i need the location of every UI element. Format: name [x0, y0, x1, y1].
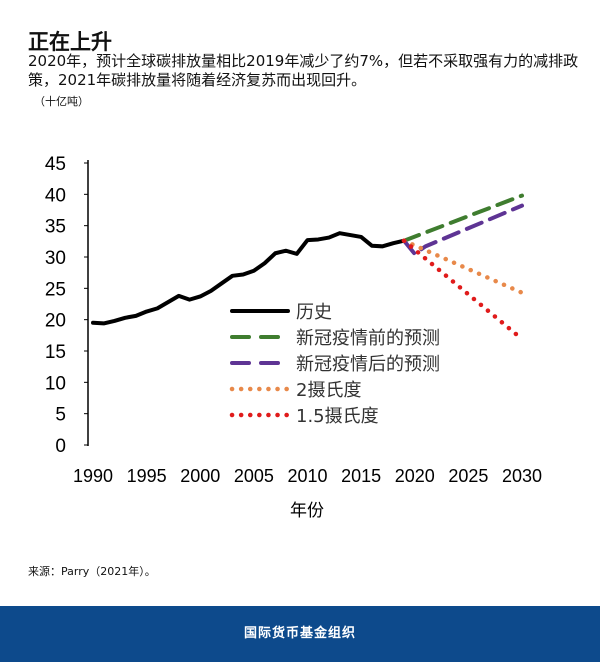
x-tick-label: 2005 [234, 466, 274, 486]
x-tick-label: 1990 [73, 466, 113, 486]
series-line-3 [401, 238, 525, 295]
chart-subtitle: 2020年，预计全球碳排放量相比2019年减少了约7%，但若不采取强有力的减排政… [28, 52, 579, 89]
chart-title: 正在上升 [28, 30, 112, 54]
x-tick-label: 2000 [180, 466, 220, 486]
x-tick-label: 2020 [395, 466, 435, 486]
legend-label: 1.5摄氏度 [296, 406, 379, 427]
y-tick-label: 45 [45, 154, 66, 175]
legend-label: 2摄氏度 [296, 380, 361, 401]
source-note: 来源：Parry（2021年）。 [28, 565, 156, 578]
legend-label: 新冠疫情前的预测 [296, 328, 440, 349]
legend-label: 新冠疫情后的预测 [296, 354, 440, 375]
y-tick-label: 20 [45, 311, 66, 332]
x-tick-label: 2015 [341, 466, 381, 486]
series-line-4 [401, 238, 525, 342]
y-tick-label: 5 [55, 405, 66, 426]
y-tick-label: 40 [45, 185, 66, 206]
x-axis-label: 年份 [290, 501, 324, 521]
x-tick-label: 2010 [287, 466, 327, 486]
y-tick-label: 15 [45, 342, 66, 363]
y-tick-label: 0 [55, 436, 66, 457]
unit-label: （十亿吨） [34, 95, 89, 108]
y-tick-label: 25 [45, 279, 66, 300]
x-tick-label: 2030 [502, 466, 542, 486]
legend-label: 历史 [296, 302, 332, 323]
x-tick-label: 1995 [127, 466, 167, 486]
footer-banner: 国际货币基金组织 [0, 606, 600, 662]
series-line-0 [91, 231, 407, 326]
y-tick-label: 30 [45, 248, 66, 269]
x-tick-label: 2025 [448, 466, 488, 486]
y-tick-label: 35 [45, 217, 66, 238]
series-line-1 [402, 193, 524, 243]
y-tick-label: 10 [45, 373, 66, 394]
